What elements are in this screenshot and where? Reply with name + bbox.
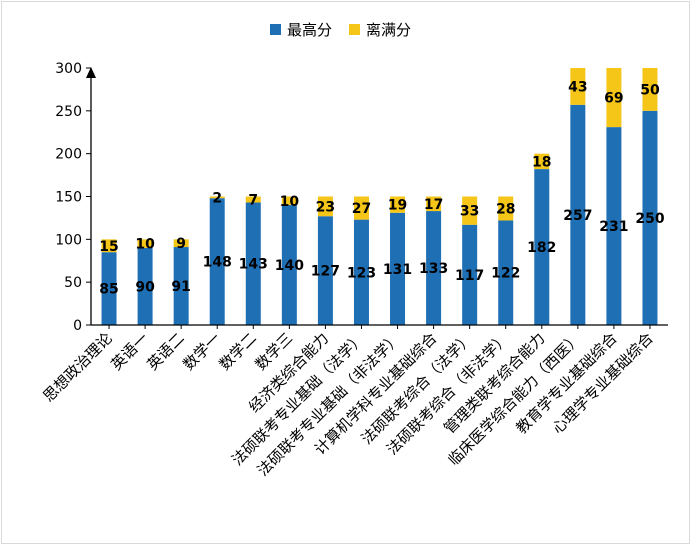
data-label-max-score: 250 — [635, 211, 664, 227]
y-tick-label: 150 — [55, 190, 82, 206]
data-label-max-score: 90 — [135, 279, 155, 295]
bar-max-score — [281, 205, 297, 325]
bar-max-score — [245, 202, 261, 325]
bar-max-score — [498, 220, 514, 325]
bars: 8515901091914821437140101272312327131191… — [99, 68, 665, 325]
data-label-gap-to-full: 2 — [212, 190, 222, 206]
data-label-max-score: 140 — [275, 258, 304, 274]
bar-max-score — [534, 169, 550, 325]
legend-swatch-gap-to-full — [349, 24, 360, 35]
x-category-label: 数学一 — [179, 329, 224, 374]
data-label-gap-to-full: 50 — [640, 82, 660, 98]
data-label-max-score: 123 — [347, 265, 376, 281]
legend: 最高分 离满分 — [270, 21, 411, 39]
data-label-gap-to-full: 33 — [460, 204, 479, 220]
data-label-max-score: 122 — [491, 266, 520, 282]
bar-max-score — [570, 104, 586, 325]
data-label-gap-to-full: 9 — [176, 236, 186, 252]
x-category-label: 英语一 — [107, 329, 152, 374]
data-label-max-score: 257 — [563, 208, 592, 224]
bar-max-score — [101, 252, 117, 325]
bar-gap-to-full — [245, 196, 261, 203]
x-category-label: 数学二 — [216, 329, 261, 374]
bar-max-score — [426, 211, 442, 325]
data-label-max-score: 133 — [419, 261, 448, 277]
data-label-max-score: 117 — [455, 268, 484, 284]
data-label-max-score: 85 — [99, 282, 118, 298]
bar-max-score — [353, 219, 369, 325]
bar-max-score — [173, 247, 189, 325]
bar-max-score — [642, 110, 658, 325]
y-axis-arrow — [86, 67, 96, 78]
data-label-max-score: 182 — [527, 240, 556, 256]
y-tick-label: 250 — [55, 104, 82, 120]
data-label-gap-to-full: 15 — [99, 239, 118, 255]
y-tick-label: 200 — [55, 147, 82, 163]
data-label-max-score: 131 — [383, 262, 412, 278]
bar-gap-to-full — [426, 196, 442, 212]
y-axis: 0 50 100 150 200 250 300 — [55, 61, 96, 334]
bar-max-score — [317, 216, 333, 325]
data-label-max-score: 91 — [171, 279, 190, 295]
data-label-max-score: 148 — [203, 255, 232, 271]
bar-gap-to-full — [209, 196, 225, 199]
data-label-max-score: 127 — [311, 264, 340, 280]
bar-gap-to-full — [101, 239, 117, 253]
data-label-gap-to-full: 23 — [316, 199, 335, 215]
data-label-gap-to-full: 10 — [280, 194, 300, 210]
data-label-max-score: 143 — [239, 257, 268, 273]
y-tick-label: 0 — [73, 318, 82, 334]
y-tick-label: 100 — [55, 232, 82, 248]
bar-gap-to-full — [137, 239, 153, 248]
data-label-gap-to-full: 7 — [248, 192, 258, 208]
legend-label-max-score: 最高分 — [287, 21, 332, 39]
data-label-max-score: 231 — [599, 219, 628, 235]
bar-gap-to-full — [281, 196, 297, 206]
bar-max-score — [209, 198, 225, 325]
bar-gap-to-full — [642, 68, 658, 111]
data-label-gap-to-full: 19 — [388, 198, 407, 214]
y-tick-label: 50 — [64, 275, 82, 291]
bar-max-score — [390, 212, 406, 325]
bar-max-score — [606, 127, 622, 325]
bar-gap-to-full — [606, 68, 622, 128]
x-category-label: 英语二 — [143, 329, 188, 374]
bar-gap-to-full — [353, 196, 369, 220]
x-axis: 思想政治理论英语一英语二数学一数学二数学三经济类综合能力法硕联考专业基础（法学）… — [39, 324, 668, 480]
bar-gap-to-full — [317, 196, 333, 217]
x-category-label: 思想政治理论 — [39, 329, 115, 405]
legend-swatch-max-score — [270, 24, 281, 35]
bar-gap-to-full — [462, 196, 478, 225]
data-label-gap-to-full: 28 — [496, 201, 515, 217]
data-label-gap-to-full: 69 — [604, 91, 623, 107]
data-label-gap-to-full: 17 — [424, 197, 443, 213]
data-label-gap-to-full: 18 — [532, 154, 551, 170]
legend-label-gap-to-full: 离满分 — [366, 21, 411, 39]
bar-gap-to-full — [390, 196, 406, 213]
bar-gap-to-full — [173, 239, 189, 248]
bar-max-score — [462, 224, 478, 325]
bar-gap-to-full — [498, 196, 514, 221]
y-tick-label: 300 — [55, 61, 82, 77]
data-label-gap-to-full: 10 — [135, 237, 155, 253]
data-label-gap-to-full: 43 — [568, 79, 587, 95]
bar-max-score — [137, 247, 153, 325]
data-label-gap-to-full: 27 — [352, 201, 371, 217]
bar-gap-to-full — [534, 153, 550, 170]
bar-gap-to-full — [570, 68, 586, 105]
